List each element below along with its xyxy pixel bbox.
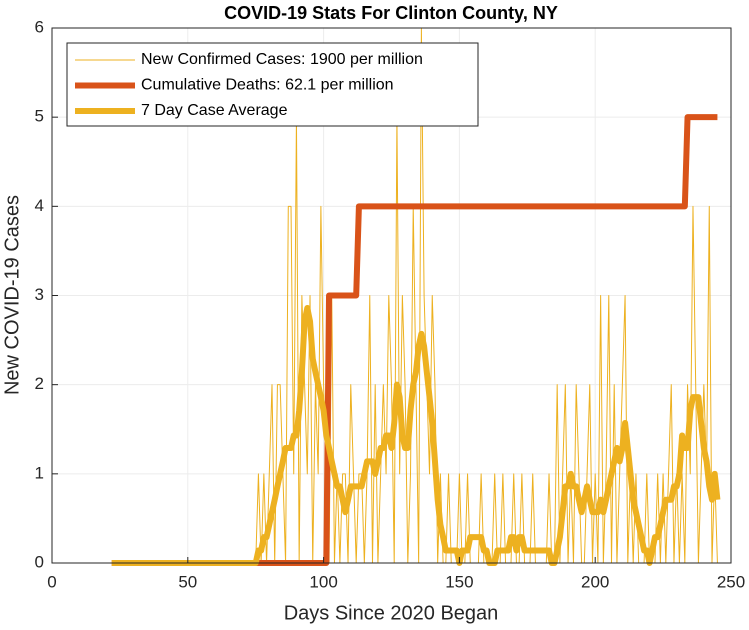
x-tick-label: 100 [309,572,337,591]
x-tick-label: 0 [47,572,56,591]
legend-label: 7 Day Case Average [141,102,288,119]
y-tick-label: 5 [35,107,44,126]
x-tick-label: 200 [581,572,609,591]
chart-title: COVID-19 Stats For Clinton County, NY [224,3,558,23]
y-tick-label: 4 [35,196,44,215]
legend-box [66,42,479,127]
x-tick-label: 50 [178,572,197,591]
y-tick-label: 6 [35,17,44,36]
legend-label: Cumulative Deaths: 62.1 per million [141,77,394,94]
x-tick-label: 150 [445,572,473,591]
x-tick-label: 250 [717,572,745,591]
y-tick-label: 0 [35,552,44,571]
y-axis-label: New COVID-19 Cases [1,195,23,395]
y-tick-label: 2 [35,374,44,393]
y-tick-label: 3 [35,285,44,304]
x-axis-label: Days Since 2020 Began [284,602,499,624]
legend-label: New Confirmed Cases: 1900 per million [141,51,423,68]
y-tick-label: 1 [35,463,44,482]
legend: New Confirmed Cases: 1900 per million Cum… [66,42,479,127]
